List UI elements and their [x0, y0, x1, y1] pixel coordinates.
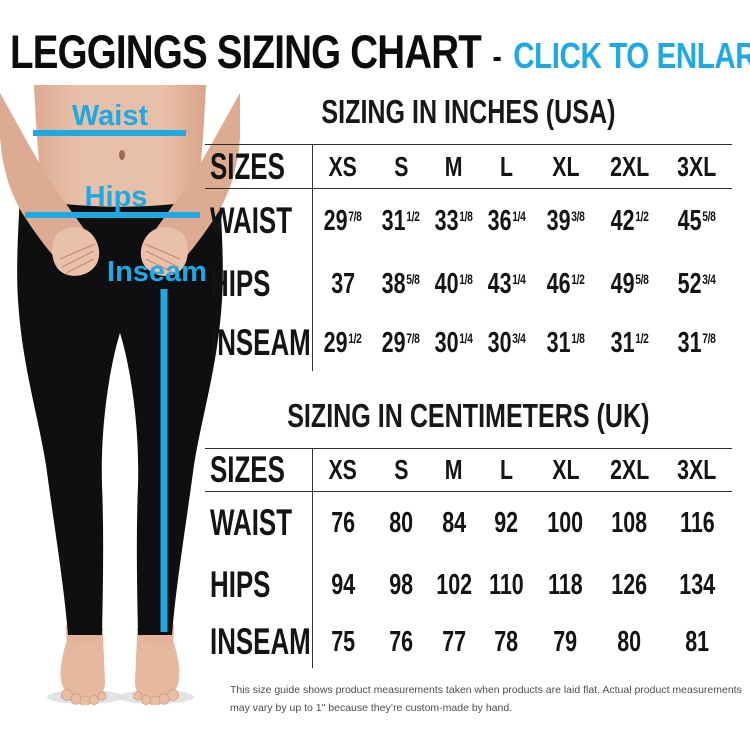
size-column-xl: XL — [551, 150, 580, 182]
click-to-enlarge-link[interactable]: CLICK TO ENLARGE — [513, 35, 750, 76]
measure-value-cell: 291/2 — [324, 326, 362, 359]
measure-value-cell: 311/8 — [546, 326, 585, 359]
measure-value-cell: 297/8 — [382, 326, 420, 359]
measure-value-cell: 317/8 — [678, 326, 716, 359]
sizes-header-cell: SIZES — [205, 449, 313, 491]
sizing-table-cm: SIZES XS S M L XL 2XL 3XL WAIST 76 80 84 92 100 108 116… — [205, 448, 732, 668]
measure-label-hips: HIPS — [205, 554, 313, 616]
size-column-m: M — [445, 150, 463, 182]
size-header-row: SIZES XS S M L XL 2XL 3XL — [205, 448, 732, 492]
measure-label-waist: WAIST — [205, 492, 313, 554]
toes-left — [61, 689, 107, 705]
measure-value-cell: 134 — [679, 568, 715, 601]
measure-value-cell: 77 — [442, 625, 466, 658]
size-column-2xl: 2XL — [609, 454, 650, 485]
measure-value-cell: 80 — [389, 506, 413, 539]
size-column-l: L — [499, 454, 513, 485]
measure-row-hips: HIPS 37 385/8 401/8 431/4 461/2 495/8 523/4 — [205, 253, 732, 315]
size-column-m: M — [445, 454, 463, 485]
size-column-3xl: 3XL — [677, 454, 717, 485]
measure-label-inseam: INSEAM — [205, 616, 313, 668]
measure-value-cell: 421/2 — [610, 204, 649, 237]
measure-value-cell: 361/4 — [487, 204, 526, 237]
measure-value-cell: 118 — [548, 568, 583, 601]
measure-value-cell: 100 — [547, 506, 584, 539]
size-column-2xl: 2XL — [609, 150, 650, 182]
measure-value-cell: 461/2 — [546, 267, 585, 300]
measure-value-cell: 116 — [679, 506, 715, 539]
measure-value-cell: 495/8 — [610, 267, 649, 300]
size-column-xs: XS — [328, 454, 358, 485]
measure-label-hips: HIPS — [205, 253, 313, 315]
measure-value-cell: 455/8 — [678, 204, 716, 237]
measure-value-cell: 385/8 — [382, 267, 420, 300]
size-column-l: L — [499, 150, 513, 182]
measure-value-cell: 98 — [389, 568, 413, 601]
size-column-xl: XL — [551, 454, 580, 485]
measure-value-cell: 76 — [331, 506, 355, 539]
sizes-header-cell: SIZES — [205, 145, 313, 188]
model-foot-left — [60, 637, 105, 701]
model-arm-left — [0, 93, 90, 263]
measure-value-cell: 92 — [494, 506, 519, 539]
model-foot-right — [135, 637, 180, 701]
measure-row-hips: HIPS 94 98 102 110 118 126 134 — [205, 554, 732, 616]
measure-value-cell: 331/8 — [435, 204, 473, 237]
navel — [119, 150, 125, 160]
measure-label-inseam: INSEAM — [205, 315, 313, 371]
measure-value-cell: 84 — [442, 506, 466, 539]
measure-value-cell: 78 — [494, 625, 519, 658]
size-column-3xl: 3XL — [677, 150, 717, 182]
toes-right — [133, 689, 179, 705]
measure-value-cell: 81 — [685, 625, 709, 658]
measure-value-cell: 126 — [611, 568, 648, 601]
measure-value-cell: 301/4 — [435, 326, 473, 359]
measure-row-inseam: INSEAM 75 76 77 78 79 80 81 — [205, 616, 732, 668]
measure-row-waist: WAIST 76 80 84 92 100 108 116 — [205, 492, 732, 554]
size-column-xs: XS — [328, 150, 358, 182]
measure-value-cell: 311/2 — [382, 204, 420, 237]
measure-value-cell: 303/4 — [487, 326, 526, 359]
measure-value-cell: 76 — [389, 625, 413, 658]
size-column-s: S — [393, 150, 409, 182]
waist-label: Waist — [72, 100, 149, 132]
model-photo: Waist Hips Inseam — [0, 85, 240, 705]
sizing-tables: SIZING IN INCHES (USA) SIZES XS S M L XL 2XL 3X… — [205, 95, 732, 668]
measure-value-cell: 297/8 — [324, 204, 362, 237]
measure-label-waist: WAIST — [205, 189, 313, 253]
measure-row-inseam: INSEAM 291/2 297/8 301/4 303/4 311/8 311/2 317/… — [205, 315, 732, 371]
hand-fingers-right — [144, 243, 181, 274]
page-title-text: LEGGINGS SIZING CHART — [10, 25, 482, 78]
inches-table-title: SIZING IN INCHES (USA) — [321, 93, 616, 130]
model-hand-left — [52, 226, 100, 276]
measure-value-cell: 80 — [617, 625, 642, 658]
measure-value-cell: 431/4 — [487, 267, 526, 300]
size-column-s: S — [393, 454, 409, 485]
size-header-row: SIZES XS S M L XL 2XL 3XL — [205, 144, 732, 189]
measure-value-cell: 311/2 — [610, 326, 649, 359]
model-arm-right — [150, 93, 240, 263]
model-hand-right — [140, 226, 188, 276]
page-title: LEGGINGS SIZING CHART - CLICK TO ENLARGE — [10, 24, 750, 79]
measure-value-cell: 523/4 — [678, 267, 716, 300]
measure-value-cell: 94 — [331, 568, 355, 601]
cm-table-title: SIZING IN CENTIMETERS (UK) — [287, 397, 650, 434]
size-guide-footnote: This size guide shows product measuremen… — [230, 684, 742, 714]
measure-value-cell: 102 — [436, 568, 472, 601]
measure-value-cell: 110 — [489, 568, 524, 601]
measure-value-cell: 79 — [553, 625, 578, 658]
leggings — [17, 197, 223, 635]
measure-value-cell: 75 — [331, 625, 355, 658]
measure-row-waist: WAIST 297/8 311/2 331/8 361/4 393/8 421/2 455/8 — [205, 189, 732, 253]
measure-value-cell: 401/8 — [435, 267, 473, 300]
title-separator: - — [492, 38, 502, 76]
inseam-label: Inseam — [107, 256, 207, 288]
sizing-table-inches: SIZES XS S M L XL 2XL 3XL WAIST 297/8 311/2 331/8 36… — [205, 144, 732, 371]
hips-label: Hips — [85, 181, 148, 213]
measure-value-cell: 393/8 — [546, 204, 585, 237]
hand-fingers-left — [59, 243, 96, 274]
measure-value-cell: 108 — [611, 506, 648, 539]
measure-value-cell: 37 — [331, 267, 355, 300]
